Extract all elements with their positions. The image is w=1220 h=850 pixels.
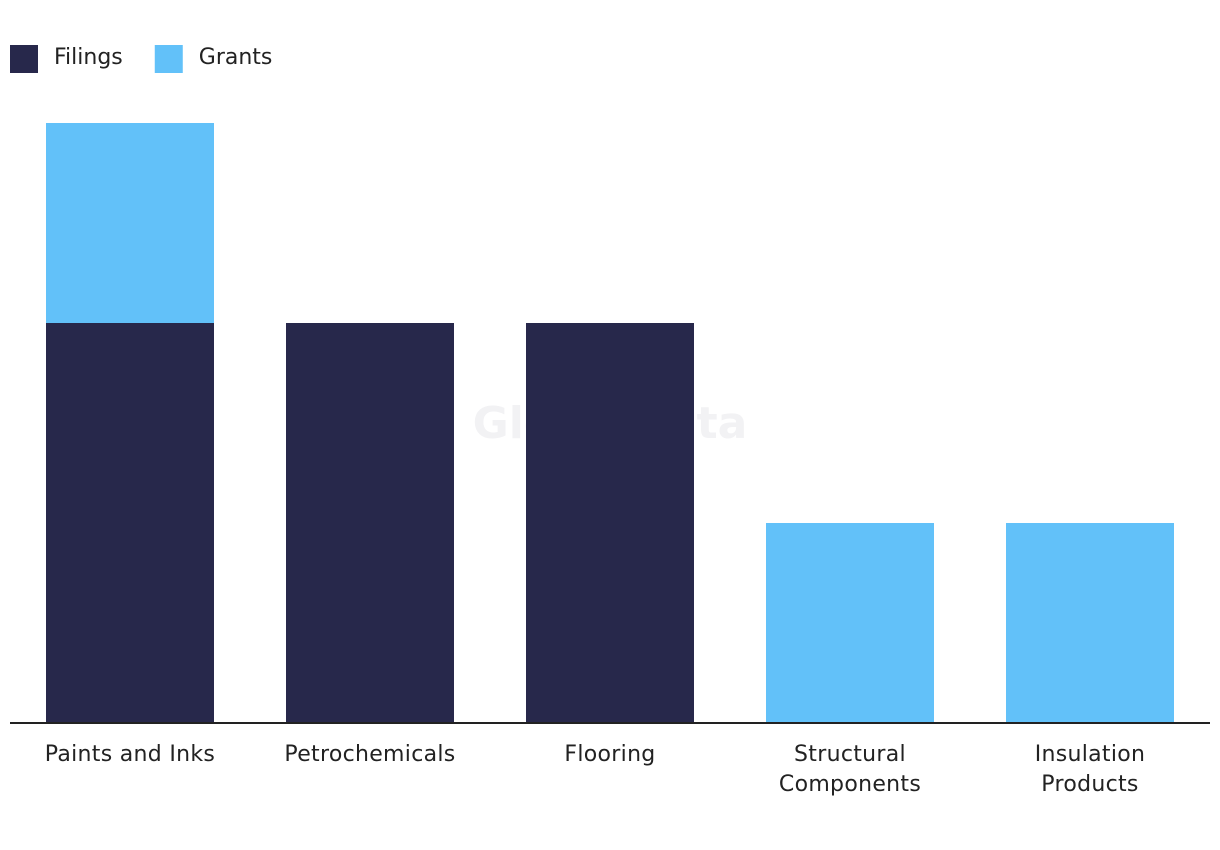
x-tick-label: Paints and Inks	[44, 742, 216, 767]
bar-segment	[46, 323, 214, 723]
x-tick-label: Petrochemicals	[284, 742, 456, 767]
legend-swatch	[10, 45, 38, 73]
x-tick-label: Structural Components	[778, 742, 922, 797]
legend-swatch	[154, 45, 183, 73]
bar-segment	[286, 323, 454, 723]
bar-segment	[526, 323, 694, 723]
legend-label: Grants	[199, 45, 273, 70]
bar-segment	[766, 523, 934, 723]
x-tick-label: Insulation Products	[1034, 742, 1146, 797]
x-tick-label: Flooring	[564, 742, 656, 767]
bar-segment	[46, 123, 214, 323]
bar-segment	[1006, 523, 1174, 723]
legend-label: Filings	[54, 45, 123, 70]
